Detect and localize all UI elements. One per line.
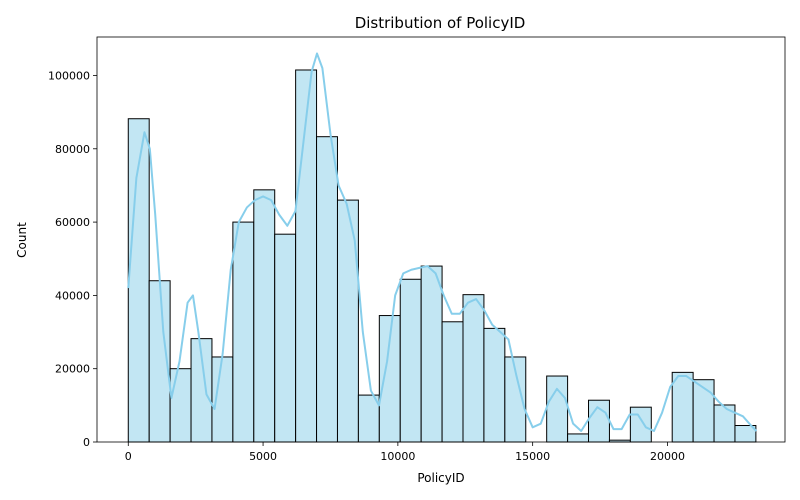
- histogram-bar: [567, 433, 590, 443]
- y-tick-label: 100000: [48, 69, 90, 82]
- y-tick-label: 60000: [55, 216, 90, 229]
- x-tick-label: 20000: [650, 450, 685, 463]
- histogram-bar: [232, 221, 255, 443]
- histogram-bar: [399, 278, 422, 443]
- x-tick-label: 10000: [380, 450, 415, 463]
- x-axis-label: PolicyID: [417, 471, 464, 485]
- x-tick-label: 0: [125, 450, 132, 463]
- plot-frame: [96, 36, 786, 443]
- histogram-bar: [588, 399, 610, 443]
- histogram-bar: [274, 233, 297, 443]
- y-axis-label: Count: [15, 222, 29, 258]
- histogram-bar: [546, 375, 569, 443]
- y-axis-ticks: 0 20000 40000 60000 80000 100000: [48, 69, 97, 449]
- x-tick-label: 5000: [249, 450, 277, 463]
- histogram-bar: [441, 321, 464, 443]
- histogram-bar: [336, 199, 359, 443]
- chart-title: Distribution of PolicyID: [355, 14, 526, 32]
- y-tick-label: 40000: [55, 289, 90, 302]
- x-axis-ticks: 0 5000 10000 15000 20000: [125, 442, 685, 463]
- histogram-bar: [483, 327, 506, 443]
- histogram-bar: [316, 136, 338, 443]
- y-tick-label: 80000: [55, 143, 90, 156]
- bars-group: [127, 69, 757, 443]
- y-tick-label: 0: [83, 436, 90, 449]
- x-tick-label: 15000: [515, 450, 550, 463]
- histogram-bar: [692, 379, 715, 443]
- histogram-bar: [253, 189, 276, 443]
- histogram-bar: [420, 265, 443, 443]
- y-tick-label: 20000: [55, 363, 90, 376]
- histogram-bar: [671, 371, 694, 443]
- histogram-bar: [169, 368, 192, 443]
- histogram-bar: [629, 406, 652, 443]
- kde-curve: [127, 52, 758, 432]
- histogram-bar: [462, 294, 485, 443]
